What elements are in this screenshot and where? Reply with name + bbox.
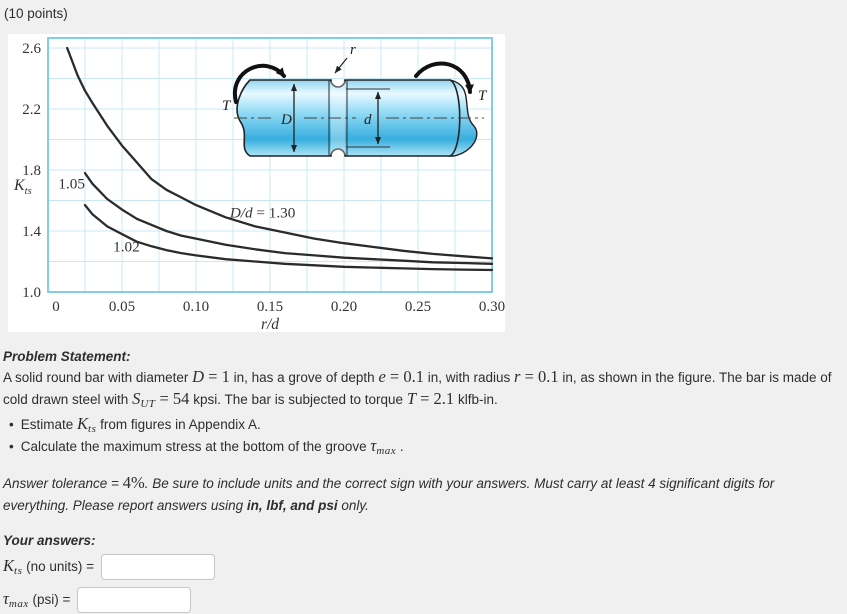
svg-text:1.0: 1.0 [22,285,41,301]
problem-statement-title: Problem Statement: [3,349,131,364]
plot-frame [47,37,493,293]
bullet-estimate-kts: • Estimate Kts from figures in Appendix A… [9,414,261,435]
outer-diameter-label: D [280,112,292,128]
dim-d-extension-lines [346,88,390,148]
svg-text:0.20: 0.20 [331,299,357,315]
x-axis-label: r/d [261,316,279,332]
answer-row-kts: Kts (no units) = [3,553,843,581]
svg-text:2.2: 2.2 [22,102,41,118]
points-label: (10 points) [4,6,68,21]
curve-label-0: D/d = 1.30 [229,205,296,222]
your-answers-title: Your answers: [3,533,96,548]
svg-text:0.30: 0.30 [479,299,505,315]
inner-diameter-label: d [364,112,372,128]
problem-statement-text: A solid round bar with diameter D = 1 in… [3,367,832,410]
torque-label-right: T [478,88,488,104]
tmax-answer-label: τmax (psi) = [3,588,71,610]
figure-panel: 0 0.05 0.10 0.15 0.20 0.25 0.30 1.0 1.4 1.8 2.2 2.6… [8,34,505,332]
tmax-answer-input[interactable] [77,587,192,613]
svg-text:2.6: 2.6 [22,41,41,57]
chart-curve-0 [66,46,494,260]
kts-answer-input[interactable] [101,554,216,580]
radius-pointer [334,57,348,74]
y-axis-label: Kts [13,177,32,197]
chart-curve-2 [83,203,494,272]
torque-label-left: T [222,98,232,114]
svg-text:0.25: 0.25 [405,299,431,315]
svg-text:0: 0 [52,299,60,315]
svg-text:1.4: 1.4 [22,224,41,240]
bullet-dot: • [9,417,14,432]
answer-row-tmax: τmax (psi) = [3,586,843,614]
svg-text:0.05: 0.05 [109,299,135,315]
torque-arrow-right [414,61,474,94]
svg-text:1.8: 1.8 [22,163,41,179]
task-bullets: • Estimate Kts from figures in Appendix A… [3,414,843,458]
shaft-diagram: T T r D d [222,42,488,157]
svg-text:0.15: 0.15 [257,299,283,315]
torque-arrow-left [232,64,286,104]
svg-text:0.10: 0.10 [183,299,209,315]
curve-label-1: 1.05 [58,176,85,193]
tick-labels: 0 0.05 0.10 0.15 0.20 0.25 0.30 1.0 1.4 1.8 2.2 2.6 [22,41,505,315]
kts-answer-label: Kts (no units) = [3,555,95,577]
bullet-dot: • [9,439,14,454]
chart-curves [66,46,494,272]
chart-curve-1 [83,171,494,265]
bullet-calculate-tmax: • Calculate the maximum stress at the bot… [9,436,404,457]
radius-label: r [350,42,356,58]
curve-label-2: 1.02 [113,238,140,255]
tolerance-note: Answer tolerance = 4%. Be sure to includ… [3,473,775,513]
problem-section: Problem Statement: A solid round bar wit… [3,349,843,614]
